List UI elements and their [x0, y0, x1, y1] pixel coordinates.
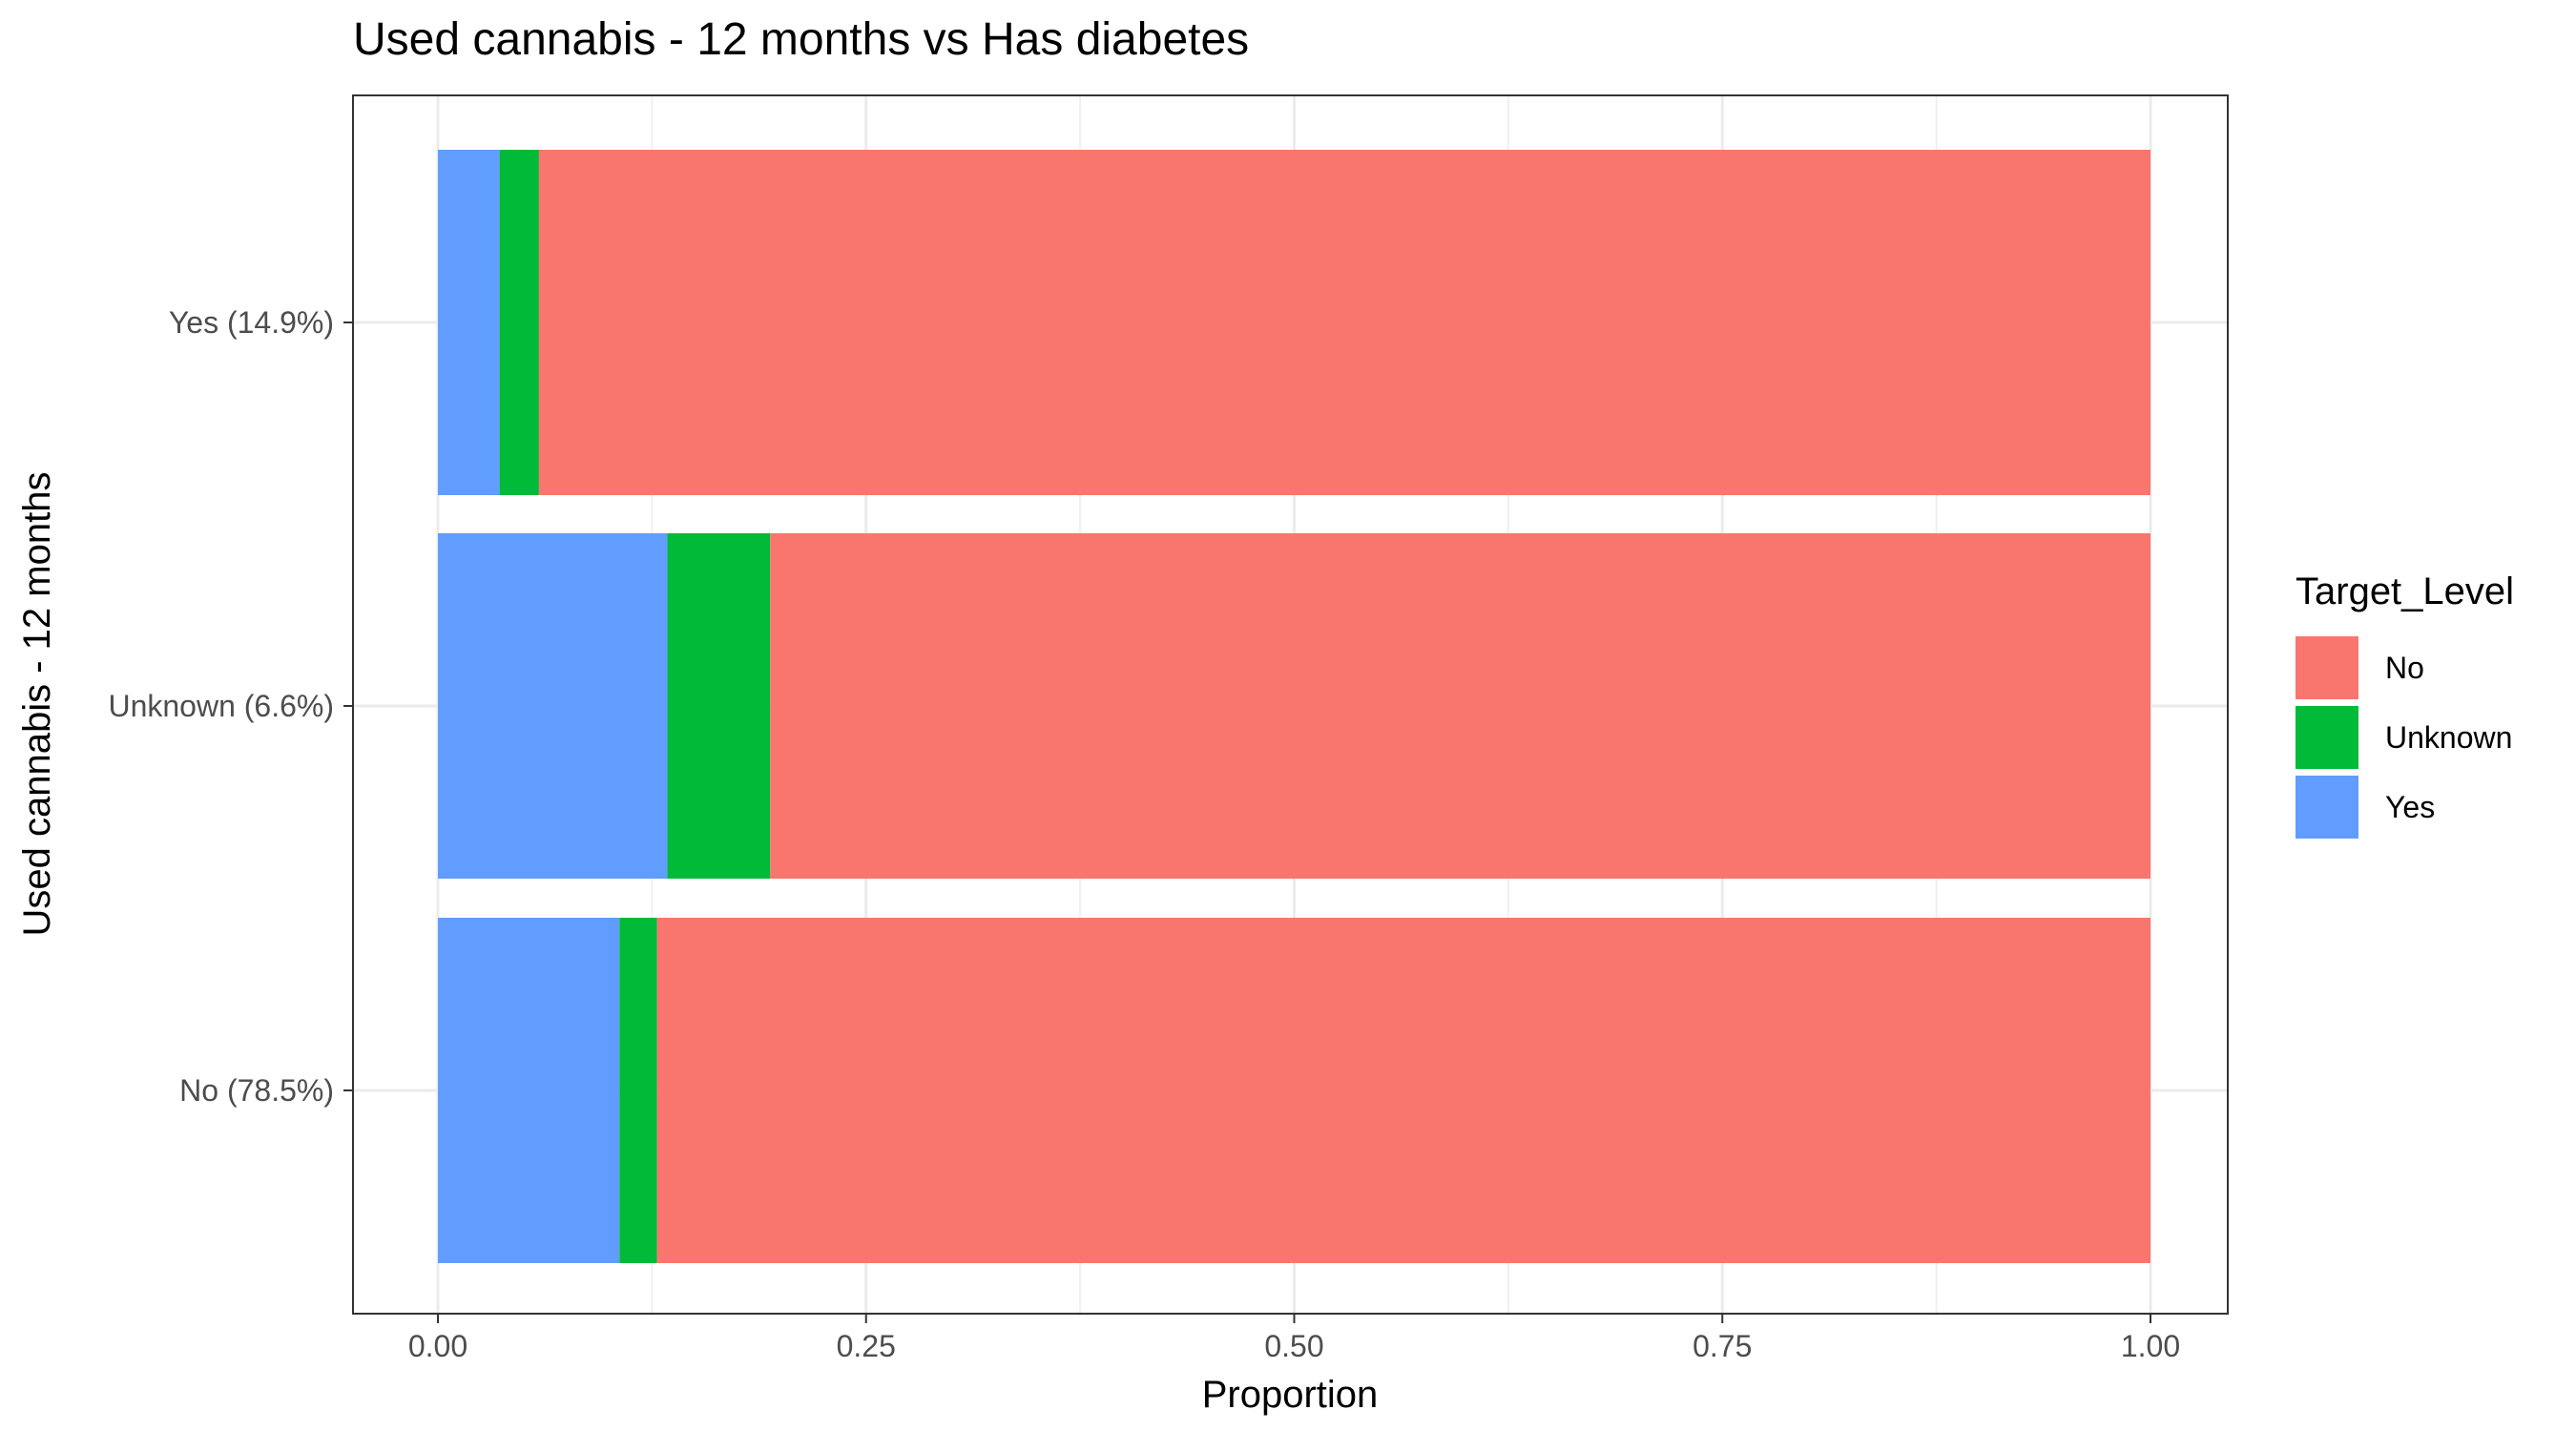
bar-segment: No (78.5%) — Unknown: 0.022 [619, 918, 657, 1263]
bar-segment: No (78.5%) — No: 0.872 [656, 918, 2150, 1263]
x-axis-label: Proportion [1202, 1374, 1379, 1416]
y-tick-label: Unknown (6.6%) [108, 689, 334, 723]
y-tick-label: No (78.5%) [179, 1073, 334, 1108]
legend: Target_Level No Unknown Yes [2296, 570, 2514, 839]
bar-segment: Unknown (6.6%) — Yes: 0.134 [438, 533, 668, 879]
x-tick-label: 0.25 [837, 1329, 896, 1363]
legend-key [2296, 776, 2358, 839]
x-tick-label: 0.50 [1264, 1329, 1323, 1363]
chart-title: Used cannabis - 12 months vs Has diabete… [353, 14, 1249, 65]
legend-key [2296, 706, 2358, 769]
y-axis: No (78.5%) Unknown (6.6%) Yes (14.9%) [108, 305, 353, 1108]
legend-title: Target_Level [2296, 570, 2514, 612]
bar-segment: No (78.5%) — Yes: 0.106 [438, 918, 620, 1263]
x-tick-label: 1.00 [2121, 1329, 2180, 1363]
legend-key [2296, 636, 2358, 699]
panel-border [352, 94, 2229, 1315]
x-tick-label: 0.00 [408, 1329, 467, 1363]
x-tick-label: 0.75 [1693, 1329, 1752, 1363]
bar-segment: Yes (14.9%) — No: 0.941 [538, 150, 2150, 495]
legend-items: No Unknown Yes [2296, 636, 2512, 839]
legend-label: No [2385, 651, 2424, 685]
bar-segment: Unknown (6.6%) — No: 0.806 [770, 533, 2150, 879]
x-axis: 0.00 0.25 0.50 0.75 1.00 [408, 1314, 2180, 1363]
legend-label: Yes [2385, 790, 2435, 824]
legend-label: Unknown [2385, 720, 2512, 755]
plot-panel: No (78.5%) — Yes: 0.106No (78.5%) — Unkn… [352, 94, 2229, 1315]
bars: No (78.5%) — Yes: 0.106No (78.5%) — Unkn… [438, 150, 2150, 1263]
bar-segment: Yes (14.9%) — Unknown: 0.023 [499, 150, 539, 495]
y-tick-label: Yes (14.9%) [169, 305, 334, 340]
bar-segment: Unknown (6.6%) — Unknown: 0.06 [667, 533, 771, 879]
y-axis-label: Used cannabis - 12 months [16, 472, 58, 937]
bar-segment: Yes (14.9%) — Yes: 0.036 [438, 150, 500, 495]
